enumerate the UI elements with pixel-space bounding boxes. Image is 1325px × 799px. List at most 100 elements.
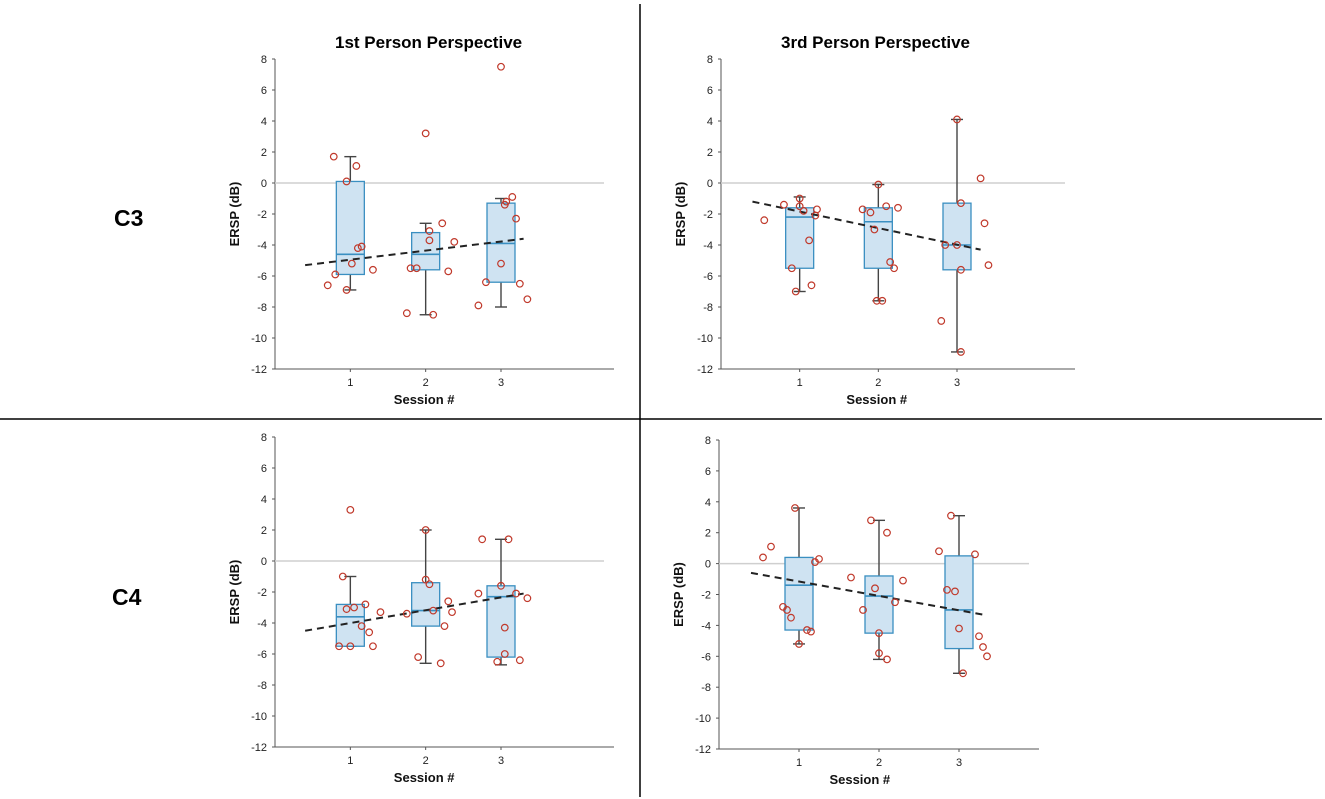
data-point <box>953 241 961 249</box>
y-tick-label: 8 <box>705 435 711 447</box>
data-point <box>402 609 411 618</box>
data-point <box>891 598 899 607</box>
data-point <box>953 115 961 124</box>
x-tick-label: 2 <box>423 755 429 767</box>
box-iqr <box>863 207 893 269</box>
data-point <box>883 528 891 537</box>
y-tick-label: 8 <box>261 432 267 444</box>
data-point <box>883 655 891 664</box>
y-tick-label: -8 <box>703 302 713 314</box>
data-point <box>346 505 355 514</box>
data-point <box>799 206 808 215</box>
data-point <box>353 244 362 253</box>
trend-line <box>304 592 524 632</box>
y-axis-label: ERSP (dB) <box>227 560 242 625</box>
x-axis-label: Session # <box>829 772 890 787</box>
x-tick-label: 2 <box>875 377 881 389</box>
data-point <box>780 200 788 209</box>
data-point <box>369 642 377 651</box>
y-tick-label: 4 <box>261 494 267 506</box>
data-point <box>894 203 902 212</box>
y-tick-label: 4 <box>707 116 713 128</box>
data-point <box>947 511 955 520</box>
y-tick-label: 0 <box>261 556 267 568</box>
data-point <box>760 216 769 225</box>
data-point <box>482 278 490 287</box>
data-point <box>523 594 532 603</box>
trend-line <box>305 237 524 267</box>
data-point <box>421 526 430 534</box>
data-point <box>975 632 983 641</box>
data-point <box>436 659 445 668</box>
data-point <box>329 152 338 161</box>
data-point <box>338 572 347 581</box>
x-tick-label: 3 <box>498 755 504 767</box>
data-point <box>787 264 796 273</box>
y-tick-label: -12 <box>251 742 267 754</box>
data-point <box>984 261 993 270</box>
data-point <box>425 580 434 589</box>
data-point <box>813 205 821 214</box>
data-point <box>791 504 799 512</box>
data-point <box>980 219 989 228</box>
x-tick-label: 3 <box>498 377 504 389</box>
x-tick-label: 1 <box>347 377 353 389</box>
box-iqr <box>942 202 972 271</box>
box-iqr <box>944 555 974 650</box>
data-point <box>352 162 361 170</box>
data-point <box>957 348 965 356</box>
y-tick-label: -2 <box>703 209 713 221</box>
data-point <box>791 287 800 296</box>
data-point <box>497 62 505 71</box>
data-point <box>795 640 803 648</box>
x-tick-label: 3 <box>956 757 962 769</box>
data-point <box>474 589 483 598</box>
data-point <box>875 629 883 638</box>
data-point <box>361 600 370 609</box>
y-tick-label: -10 <box>695 713 711 725</box>
data-point <box>787 613 795 622</box>
data-point <box>512 214 520 223</box>
data-point <box>805 236 814 245</box>
box-iqr <box>411 582 441 627</box>
y-tick-label: -6 <box>703 271 713 283</box>
x-tick-label: 1 <box>797 377 803 389</box>
y-tick-label: -10 <box>697 333 713 345</box>
box-iqr <box>864 575 894 634</box>
y-tick-label: -2 <box>257 587 267 599</box>
x-tick-label: 3 <box>954 377 960 389</box>
data-point <box>421 129 430 138</box>
data-point <box>515 656 524 665</box>
y-tick-label: 4 <box>705 497 711 509</box>
y-tick-label: -4 <box>257 618 267 630</box>
data-point <box>346 642 355 651</box>
data-point <box>512 589 520 598</box>
data-point <box>759 553 767 562</box>
x-tick-label: 2 <box>876 757 882 769</box>
trend-line <box>750 571 984 616</box>
data-point <box>508 193 517 201</box>
data-point <box>412 264 421 273</box>
data-point <box>438 219 447 228</box>
data-point <box>976 174 985 183</box>
data-point <box>414 653 423 661</box>
data-point <box>444 267 453 276</box>
x-tick-label: 2 <box>423 377 429 389</box>
data-point <box>803 626 811 634</box>
y-tick-label: 6 <box>707 85 713 97</box>
data-point <box>875 649 883 658</box>
data-point <box>421 575 430 584</box>
y-tick-label: 8 <box>261 54 267 66</box>
trend-line <box>752 200 981 251</box>
data-point <box>425 236 434 245</box>
y-tick-label: -4 <box>703 240 713 252</box>
y-tick-label: 2 <box>261 147 267 159</box>
y-tick-label: -12 <box>695 744 711 756</box>
data-point <box>866 208 875 217</box>
y-axis-label: ERSP (dB) <box>227 182 242 247</box>
y-tick-label: -8 <box>257 302 267 314</box>
data-point <box>957 199 965 208</box>
